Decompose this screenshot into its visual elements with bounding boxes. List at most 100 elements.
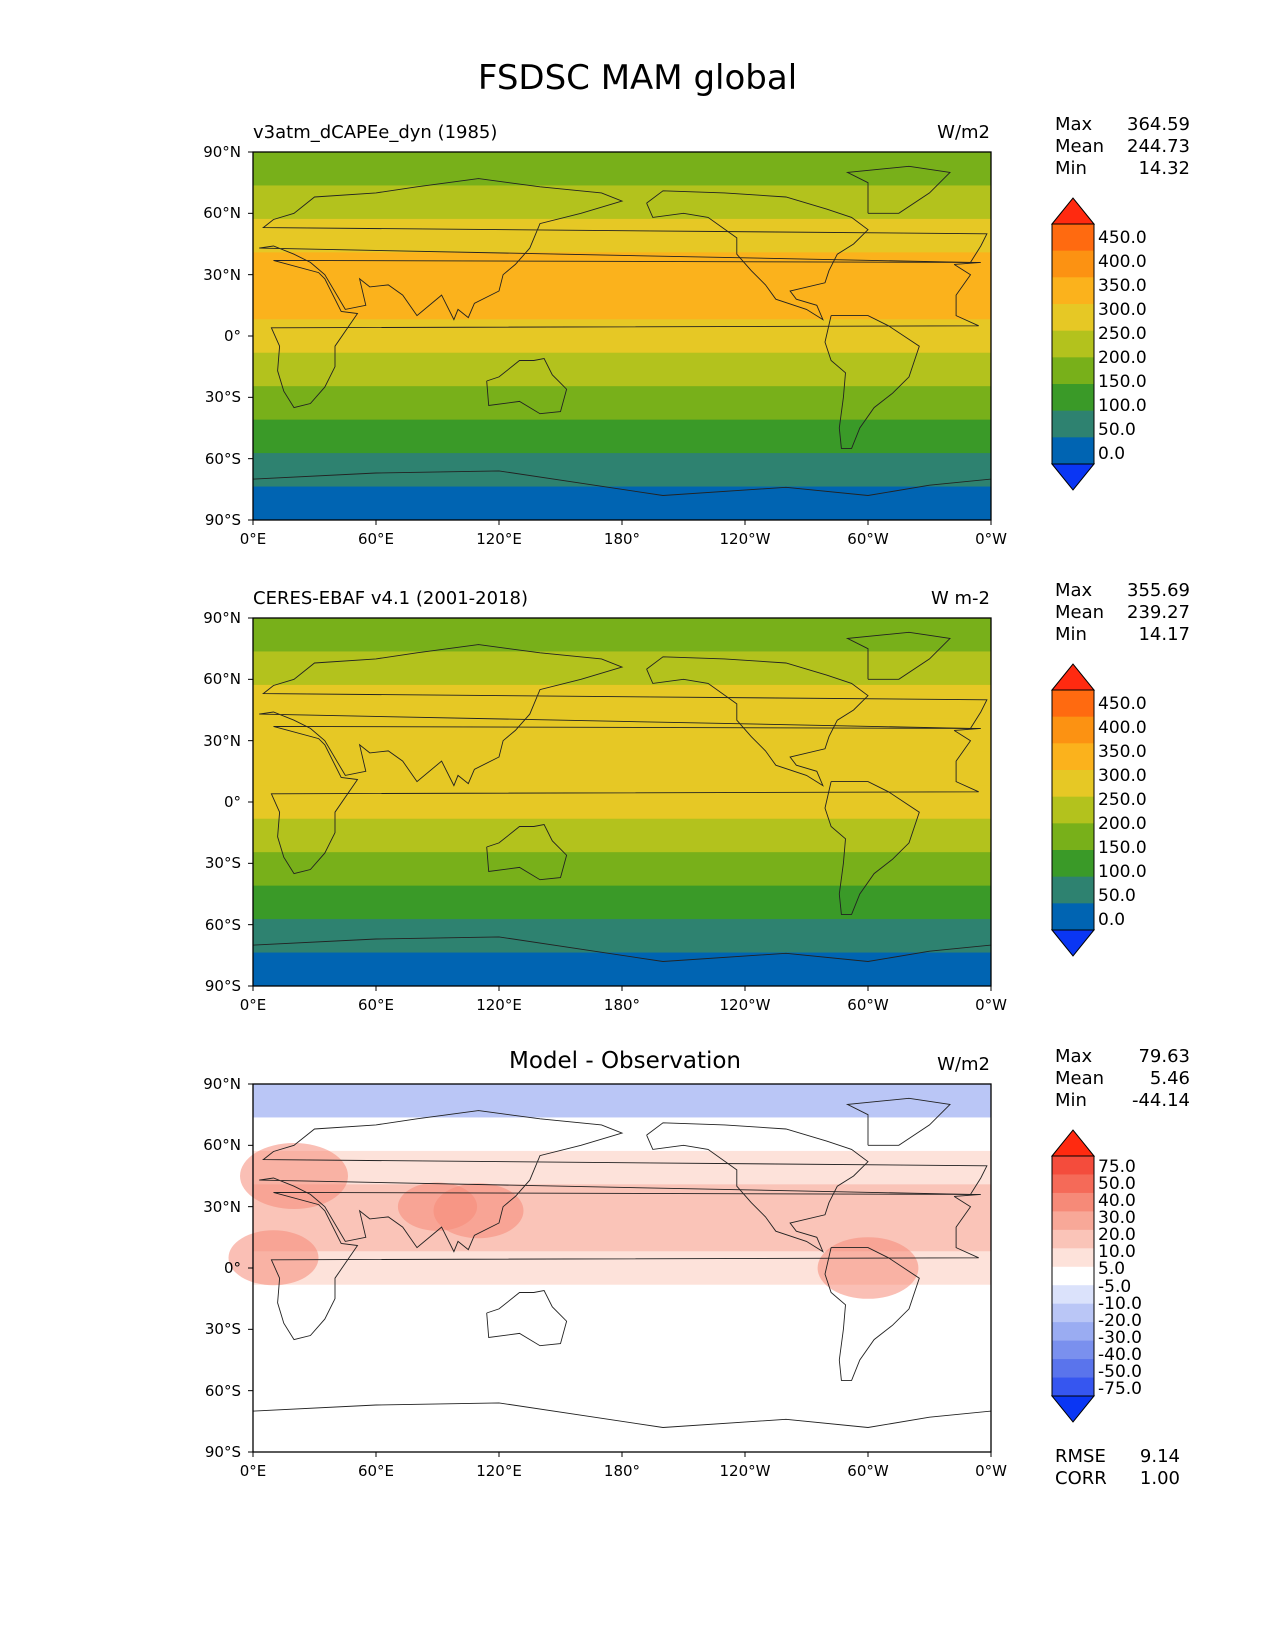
stat-value: 244.73 [1127, 136, 1190, 157]
lon-tick-label: 120°W [719, 530, 771, 548]
map-zonal-band [253, 419, 991, 454]
stat-row: Min 14.32 [1055, 158, 1190, 180]
lon-tick-label: 60°E [357, 530, 395, 548]
lon-tick-label: 60°E [357, 1462, 395, 1480]
lat-tick-label: 30°N [203, 1197, 241, 1216]
colorbar [1050, 663, 1096, 957]
colorbar-segment [1052, 304, 1094, 332]
stat-label: Max [1055, 1046, 1093, 1067]
colorbar-segment [1052, 1285, 1094, 1305]
colorbar-segment [1052, 1156, 1094, 1175]
coastline [646, 190, 869, 321]
lat-tick-label: 30°S [204, 388, 241, 407]
coastline [845, 1097, 951, 1146]
metric-label: CORR [1055, 1468, 1107, 1489]
coastline [845, 165, 951, 214]
map-zonal-band [253, 718, 991, 753]
coastline [824, 781, 920, 915]
colorbar-segment [1052, 1377, 1094, 1397]
lat-tick-label: 90°S [204, 1443, 241, 1461]
stat-value: 5.46 [1149, 1068, 1190, 1089]
map-zonal-band [253, 319, 991, 354]
map-zonal-band [253, 818, 991, 853]
colorbar-label: 75.0 [1098, 1156, 1136, 1177]
lon-tick-label: 0°W [975, 996, 1007, 1014]
lon-tick-label: 0°W [975, 530, 1007, 548]
stat-label: Min [1055, 624, 1087, 645]
map-anomaly-blob [240, 1143, 348, 1209]
colorbar-label: 250.0 [1098, 324, 1147, 344]
colorbar-frame [1051, 1155, 1095, 1397]
coastline [824, 315, 920, 449]
map-zonal-band [253, 152, 991, 186]
stat-value: 79.63 [1138, 1046, 1190, 1067]
map-zonal-band [253, 252, 991, 287]
colorbar-label: 450.0 [1098, 694, 1147, 714]
map-zonal-band [253, 1184, 991, 1219]
stat-label: Mean [1055, 602, 1105, 623]
map-plot [248, 617, 992, 991]
colorbar-label: -40.0 [1098, 1345, 1142, 1366]
stat-value: 239.27 [1127, 602, 1190, 623]
colorbar-label: 150.0 [1098, 372, 1147, 392]
coastline [270, 725, 981, 875]
lat-tick-label: 30°S [204, 854, 241, 873]
map-zonal-band [253, 185, 991, 220]
colorbar-segment [1052, 330, 1094, 358]
colorbar-label: 200.0 [1098, 348, 1147, 368]
colorbar-segment [1052, 716, 1094, 744]
error-metrics: RMSE 9.14 CORR 1.00 [1055, 1446, 1180, 1490]
coastline [486, 357, 568, 415]
coastline [486, 823, 568, 881]
lat-tick-label: 30°S [204, 1320, 241, 1339]
colorbar-segment [1052, 823, 1094, 851]
colorbar-label: 300.0 [1098, 766, 1147, 786]
lon-tick-label: 180° [603, 996, 641, 1014]
panel-stats: Max 364.59 Mean 244.73 Min 14.32 [1055, 114, 1190, 180]
lat-tick-label: 30°N [203, 265, 241, 284]
stat-value: 14.32 [1138, 158, 1190, 179]
colorbar [1050, 1129, 1096, 1423]
coastline [824, 1247, 920, 1381]
colorbar-segment [1052, 743, 1094, 771]
lat-tick-label: 90°N [203, 1075, 241, 1093]
metric-value: 1.00 [1139, 1468, 1180, 1489]
colorbar-label: 450.0 [1098, 228, 1147, 248]
stat-row: Min -44.14 [1055, 1090, 1190, 1112]
colorbar-segment [1052, 1174, 1094, 1194]
colorbar-label: 30.0 [1098, 1208, 1136, 1228]
colorbar-label: 350.0 [1098, 742, 1147, 762]
colorbar-label: 150.0 [1098, 838, 1147, 858]
colorbar-segment [1052, 277, 1094, 305]
colorbar-extend-top [1050, 1129, 1096, 1157]
lon-tick-label: 0°E [239, 1462, 267, 1480]
map-zonal-band [253, 651, 991, 686]
lon-tick-label: 0°W [975, 1462, 1007, 1480]
colorbar-segment [1052, 384, 1094, 412]
panel-units: W/m2 [937, 1054, 990, 1075]
colorbar-extend-bottom [1050, 1395, 1096, 1423]
map-zonal-band [253, 785, 991, 820]
colorbar-extend-top [1050, 663, 1096, 691]
lon-tick-label: 120°W [719, 996, 771, 1014]
panel-units: W/m2 [937, 122, 990, 143]
stat-label: Mean [1055, 1068, 1105, 1089]
stat-row: Max 79.63 [1055, 1046, 1190, 1068]
colorbar-segment [1052, 1192, 1094, 1212]
colorbar-label: 400.0 [1098, 718, 1147, 738]
map-zonal-band [253, 218, 991, 253]
colorbar-segment [1052, 1322, 1094, 1342]
stat-value: 14.17 [1138, 624, 1190, 645]
panel-subtitle: v3atm_dCAPEe_dyn (1985) [253, 122, 498, 143]
map-plot [228, 1083, 992, 1457]
map-zonal-band [253, 453, 991, 488]
lon-tick-label: 60°E [357, 996, 395, 1014]
coastline [259, 1110, 988, 1253]
map-anomaly-blob [433, 1183, 524, 1239]
map-zonal-band [253, 1084, 991, 1118]
colorbar-extend-bottom [1050, 929, 1096, 957]
lon-tick-label: 60°W [847, 530, 889, 548]
map-anomaly-blob [817, 1237, 919, 1299]
colorbar-label: 0.0 [1098, 910, 1126, 930]
colorbar-label: 400.0 [1098, 252, 1147, 272]
